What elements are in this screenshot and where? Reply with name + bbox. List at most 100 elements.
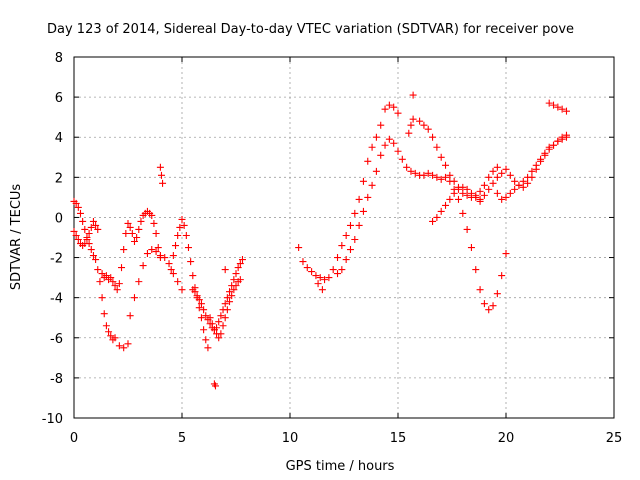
data-point: [433, 143, 441, 151]
data-point: [416, 117, 424, 125]
data-point: [81, 225, 89, 233]
data-point: [454, 185, 462, 193]
data-point: [355, 195, 363, 203]
data-point: [202, 312, 210, 320]
data-point: [381, 141, 389, 149]
data-point: [118, 264, 126, 272]
data-point: [558, 105, 566, 113]
data-point: [189, 272, 197, 280]
data-point: [295, 244, 303, 252]
data-point: [472, 193, 480, 201]
data-point: [545, 143, 553, 151]
data-point: [506, 171, 514, 179]
data-point: [169, 270, 177, 278]
data-point: [437, 175, 445, 183]
data-point: [89, 217, 97, 225]
data-point: [467, 189, 475, 197]
x-tick-label: 15: [390, 431, 407, 446]
y-tick-label: 2: [55, 171, 63, 186]
data-point: [197, 300, 205, 308]
data-point: [204, 344, 212, 352]
data-point: [355, 221, 363, 229]
data-point: [502, 165, 510, 173]
data-point: [554, 137, 562, 145]
y-tick-label: 6: [55, 91, 63, 106]
data-point: [303, 264, 311, 272]
data-point: [318, 286, 326, 294]
data-point: [385, 135, 393, 143]
data-point: [120, 344, 128, 352]
data-point: [135, 225, 143, 233]
data-point: [70, 227, 78, 235]
data-point: [562, 107, 570, 115]
data-point: [107, 274, 115, 282]
data-point: [122, 229, 130, 237]
data-point: [394, 147, 402, 155]
data-point: [126, 312, 134, 320]
data-point: [480, 300, 488, 308]
data-point: [133, 234, 141, 241]
data-point: [368, 181, 376, 189]
data-point: [463, 225, 471, 233]
data-point: [420, 121, 428, 129]
data-point: [489, 179, 497, 187]
data-point: [359, 177, 367, 185]
data-point: [232, 282, 240, 290]
data-point: [120, 246, 128, 254]
data-point: [230, 276, 238, 284]
axis-ticks: [73, 56, 615, 419]
data-point: [182, 231, 190, 239]
data-point: [433, 213, 441, 221]
data-point: [221, 300, 229, 308]
data-point: [325, 274, 333, 282]
data-point: [130, 238, 138, 246]
data-point: [79, 217, 87, 225]
data-point: [409, 91, 417, 99]
data-point: [167, 266, 175, 274]
data-point: [502, 193, 510, 201]
data-point: [234, 264, 242, 272]
data-point: [342, 256, 350, 264]
data-point: [115, 280, 123, 288]
data-point: [338, 266, 346, 274]
data-point: [342, 231, 350, 239]
x-axis-label: GPS time / hours: [286, 459, 395, 474]
data-point: [429, 217, 437, 225]
data-point: [519, 183, 527, 191]
data-point: [197, 314, 205, 322]
data-point: [236, 260, 244, 268]
data-point: [238, 256, 246, 264]
data-point: [506, 189, 514, 197]
data-point: [72, 199, 80, 207]
data-point: [215, 318, 223, 326]
y-tick-label: 8: [55, 51, 63, 66]
data-point: [187, 258, 195, 266]
data-point: [126, 223, 134, 231]
data-point: [321, 276, 329, 284]
data-point: [226, 288, 234, 296]
data-point: [178, 286, 186, 294]
chart-title: Day 123 of 2014, Sidereal Day-to-day VTE…: [47, 22, 574, 37]
data-point: [489, 302, 497, 310]
gridlines: [74, 57, 614, 418]
data-point: [485, 173, 493, 181]
data-point: [405, 129, 413, 137]
data-point: [115, 342, 123, 350]
data-point: [174, 278, 182, 286]
data-point: [502, 250, 510, 258]
data-point: [94, 266, 102, 274]
data-point: [195, 296, 203, 304]
y-tick-label: -8: [50, 372, 63, 387]
data-point: [437, 207, 445, 215]
data-point: [420, 171, 428, 179]
data-point: [346, 246, 354, 254]
data-point: [308, 268, 316, 276]
data-point: [377, 151, 385, 159]
data-point: [150, 219, 158, 227]
data-point: [442, 161, 450, 169]
data-point: [221, 314, 229, 322]
data-point: [139, 262, 147, 270]
data-point: [200, 326, 208, 334]
data-point: [314, 280, 322, 288]
